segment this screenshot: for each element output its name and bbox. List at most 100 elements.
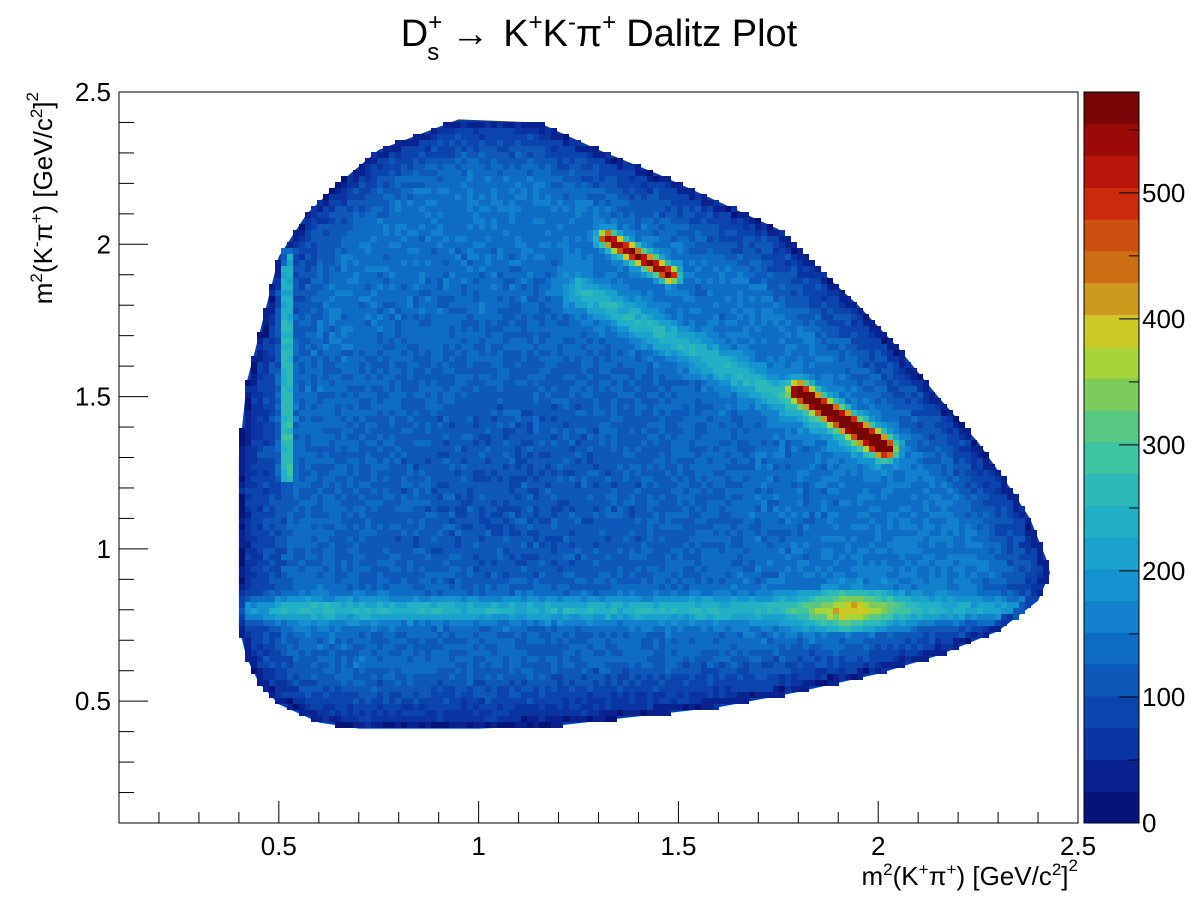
heatmap-bin <box>377 440 383 446</box>
heatmap-bin <box>485 308 491 314</box>
heatmap-bin <box>437 308 443 314</box>
heatmap-bin <box>473 308 479 314</box>
heatmap-bin <box>575 320 581 326</box>
heatmap-bin <box>695 284 701 290</box>
heatmap-bin <box>767 230 773 236</box>
heatmap-bin <box>539 158 545 164</box>
heatmap-bin <box>317 434 323 440</box>
heatmap-bin <box>641 410 647 416</box>
heatmap-bin <box>491 446 497 452</box>
heatmap-bin <box>461 422 467 428</box>
heatmap-bin <box>575 290 581 296</box>
heatmap-bin <box>833 422 839 428</box>
heatmap-bin <box>545 350 551 356</box>
heatmap-bin <box>551 266 557 272</box>
heatmap-bin <box>545 158 551 164</box>
heatmap-bin <box>713 242 719 248</box>
heatmap-bin <box>593 176 599 182</box>
heatmap-bin <box>653 230 659 236</box>
heatmap-bin <box>401 152 407 158</box>
heatmap-bin <box>617 290 623 296</box>
heatmap-bin <box>851 350 857 356</box>
heatmap-bin <box>317 272 323 278</box>
heatmap-bin <box>269 290 275 296</box>
heatmap-bin <box>527 458 533 464</box>
heatmap-bin <box>587 272 593 278</box>
heatmap-bin <box>521 458 527 464</box>
heatmap-bin <box>317 338 323 344</box>
heatmap-bin <box>743 344 749 350</box>
heatmap-bin <box>443 122 449 128</box>
heatmap-bin <box>389 152 395 158</box>
heatmap-bin <box>431 248 437 254</box>
heatmap-bin <box>533 146 539 152</box>
heatmap-bin <box>821 350 827 356</box>
heatmap-bin <box>797 392 803 398</box>
heatmap-bin <box>515 416 521 422</box>
heatmap-bin <box>359 440 365 446</box>
heatmap-bin <box>737 308 743 314</box>
heatmap-bin <box>377 230 383 236</box>
heatmap-bin <box>641 206 647 212</box>
heatmap-bin <box>497 200 503 206</box>
heatmap-bin <box>461 368 467 374</box>
heatmap-bin <box>413 326 419 332</box>
heatmap-bin <box>317 308 323 314</box>
heatmap-bin <box>683 224 689 230</box>
heatmap-bin <box>293 278 299 284</box>
heatmap-bin <box>881 392 887 398</box>
heatmap-bin <box>665 248 671 254</box>
heatmap-bin <box>431 428 437 434</box>
heatmap-bin <box>953 434 959 440</box>
heatmap-bin <box>635 356 641 362</box>
heatmap-bin <box>497 374 503 380</box>
heatmap-bin <box>485 290 491 296</box>
heatmap-bin <box>413 320 419 326</box>
heatmap-bin <box>449 344 455 350</box>
heatmap-bin <box>479 212 485 218</box>
heatmap-bin <box>431 416 437 422</box>
heatmap-bin <box>509 392 515 398</box>
heatmap-bin <box>515 344 521 350</box>
heatmap-bin <box>635 176 641 182</box>
heatmap-bin <box>461 188 467 194</box>
heatmap-bin <box>335 302 341 308</box>
heatmap-bin <box>575 410 581 416</box>
heatmap-bin <box>425 140 431 146</box>
heatmap-bin <box>269 422 275 428</box>
heatmap-bin <box>647 308 653 314</box>
heatmap-bin <box>443 236 449 242</box>
heatmap-bin <box>863 452 869 458</box>
heatmap-bin <box>755 422 761 428</box>
heatmap-bin <box>443 290 449 296</box>
heatmap-bin <box>665 404 671 410</box>
heatmap-bin <box>407 260 413 266</box>
heatmap-bin <box>647 248 653 254</box>
heatmap-bin <box>485 248 491 254</box>
heatmap-bin <box>431 170 437 176</box>
heatmap-bin <box>581 224 587 230</box>
heatmap-bin <box>389 332 395 338</box>
heatmap-bin <box>707 452 713 458</box>
heatmap-bin <box>299 236 305 242</box>
heatmap-bin <box>605 200 611 206</box>
heatmap-bin <box>389 212 395 218</box>
heatmap-bin <box>521 254 527 260</box>
heatmap-bin <box>365 398 371 404</box>
heatmap-bin <box>899 350 905 356</box>
heatmap-bin <box>755 452 761 458</box>
heatmap-bin <box>767 422 773 428</box>
heatmap-bin <box>551 224 557 230</box>
heatmap-bin <box>665 422 671 428</box>
heatmap-bin <box>449 182 455 188</box>
heatmap-bin <box>413 302 419 308</box>
heatmap-bin <box>869 410 875 416</box>
heatmap-bin <box>839 416 845 422</box>
heatmap-bin <box>425 176 431 182</box>
heatmap-bin <box>467 188 473 194</box>
heatmap-bin <box>731 332 737 338</box>
heatmap-bin <box>755 374 761 380</box>
heatmap-bin <box>803 362 809 368</box>
heatmap-bin <box>359 374 365 380</box>
heatmap-bin <box>461 404 467 410</box>
